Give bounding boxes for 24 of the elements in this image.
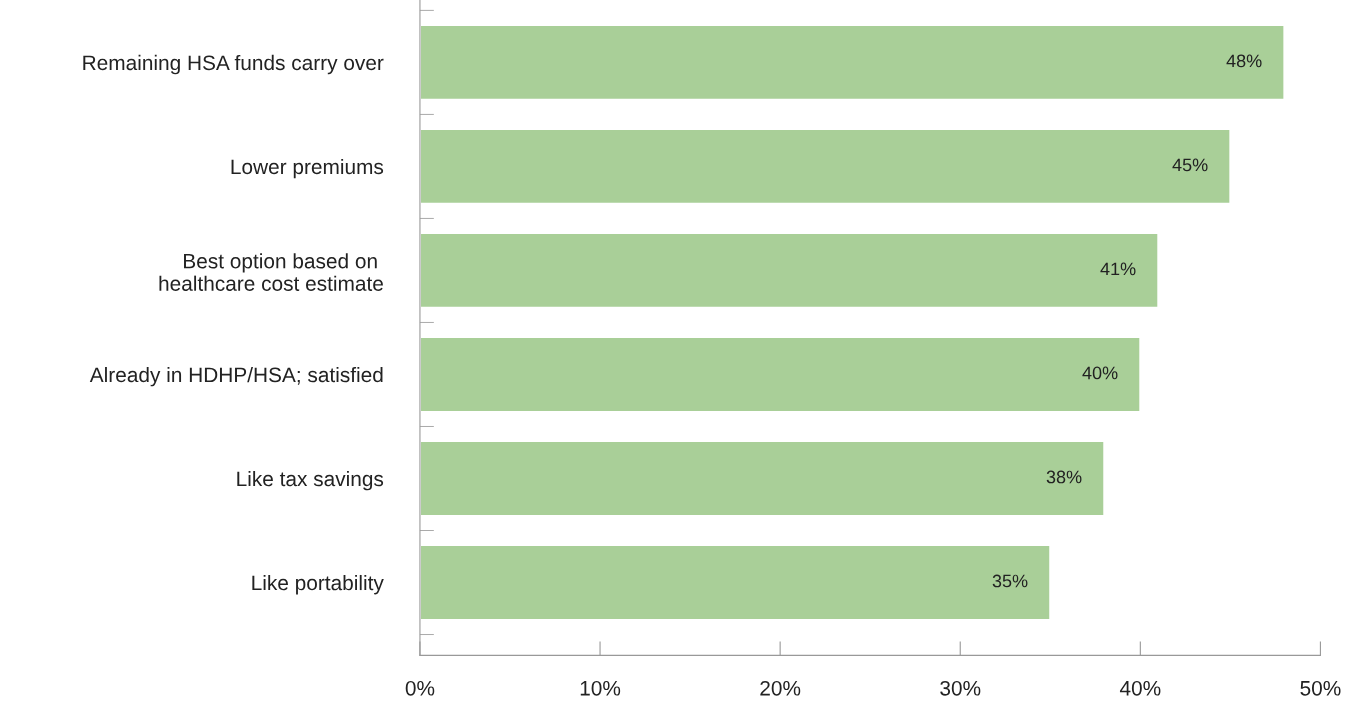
data-label: 35% <box>992 574 1028 588</box>
data-label: 48% <box>1226 54 1262 68</box>
bar <box>419 23 1286 101</box>
bar <box>419 440 1106 517</box>
y-tick-label: Lower premiums <box>231 158 384 179</box>
x-tick-label: 20% <box>760 680 801 696</box>
y-tick-label: Already in HDHP/HSA; satisfied <box>89 366 383 387</box>
y-tick-label: Remaining HSA funds carry over <box>83 54 384 75</box>
y-tick-label: Like portability <box>252 574 384 595</box>
x-tick-label: 0% <box>405 680 435 696</box>
x-tick-label: 10% <box>580 680 621 696</box>
x-tick-label: 50% <box>1300 680 1341 696</box>
data-label: 45% <box>1172 158 1208 172</box>
x-tick-label: 30% <box>940 680 981 696</box>
bar <box>419 231 1160 309</box>
data-label: 40% <box>1082 366 1118 380</box>
y-tick-label: Best option based on healthcare cost estimate <box>159 253 383 291</box>
bar <box>419 127 1232 205</box>
x-tick-label: 40% <box>1119 680 1161 696</box>
bar <box>419 335 1142 413</box>
data-label: 41% <box>1100 262 1136 276</box>
y-tick-label: Like tax savings <box>237 470 384 491</box>
bar <box>419 544 1052 621</box>
data-label: 38% <box>1046 470 1082 484</box>
